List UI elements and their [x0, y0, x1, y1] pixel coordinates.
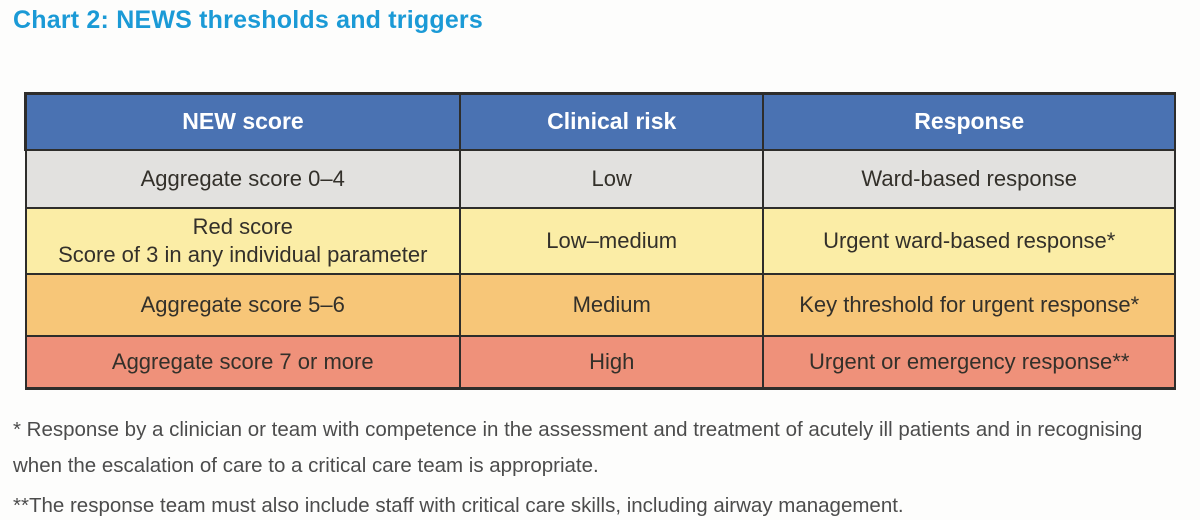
- cell-score-high: Aggregate score 7 or more: [24, 334, 461, 390]
- cell-risk-low-medium: Low–medium: [458, 206, 765, 275]
- table-row-high-risk: Aggregate score 7 or more High Urgent or…: [24, 334, 1176, 390]
- red-score-description: Score of 3 in any individual parameter: [58, 241, 428, 267]
- page-title: Chart 2: NEWS thresholds and triggers: [13, 6, 483, 34]
- cell-risk-high: High: [458, 334, 765, 390]
- cell-response-low-medium: Urgent ward-based response*: [762, 206, 1176, 275]
- footnote-single-asterisk: * Response by a clinician or team with c…: [13, 418, 1143, 477]
- cell-score-low: Aggregate score 0–4: [24, 148, 461, 209]
- column-header-response: Response: [762, 92, 1176, 151]
- cell-score-low-medium: Red score Score of 3 in any individual p…: [24, 206, 461, 275]
- cell-risk-low: Low: [458, 148, 765, 209]
- footnotes: * Response by a clinician or team with c…: [13, 412, 1187, 520]
- cell-score-medium: Aggregate score 5–6: [24, 272, 461, 337]
- table-row-low-risk: Aggregate score 0–4 Low Ward-based respo…: [24, 148, 1176, 209]
- cell-response-medium: Key threshold for urgent response*: [762, 272, 1176, 337]
- cell-response-low: Ward-based response: [762, 148, 1176, 209]
- table-row-low-medium-risk: Red score Score of 3 in any individual p…: [24, 206, 1176, 275]
- column-header-clinical-risk: Clinical risk: [458, 92, 765, 151]
- table-row-medium-risk: Aggregate score 5–6 Medium Key threshold…: [24, 272, 1176, 337]
- cell-response-high: Urgent or emergency response**: [762, 334, 1176, 390]
- cell-risk-medium: Medium: [458, 272, 765, 337]
- red-score-label: Red score: [192, 214, 293, 239]
- footnote-double-asterisk: **The response team must also include st…: [13, 493, 904, 517]
- column-header-new-score: NEW score: [24, 92, 461, 151]
- table-header-row: NEW score Clinical risk Response: [24, 92, 1176, 151]
- news-thresholds-table: NEW score Clinical risk Response Aggrega…: [24, 92, 1176, 390]
